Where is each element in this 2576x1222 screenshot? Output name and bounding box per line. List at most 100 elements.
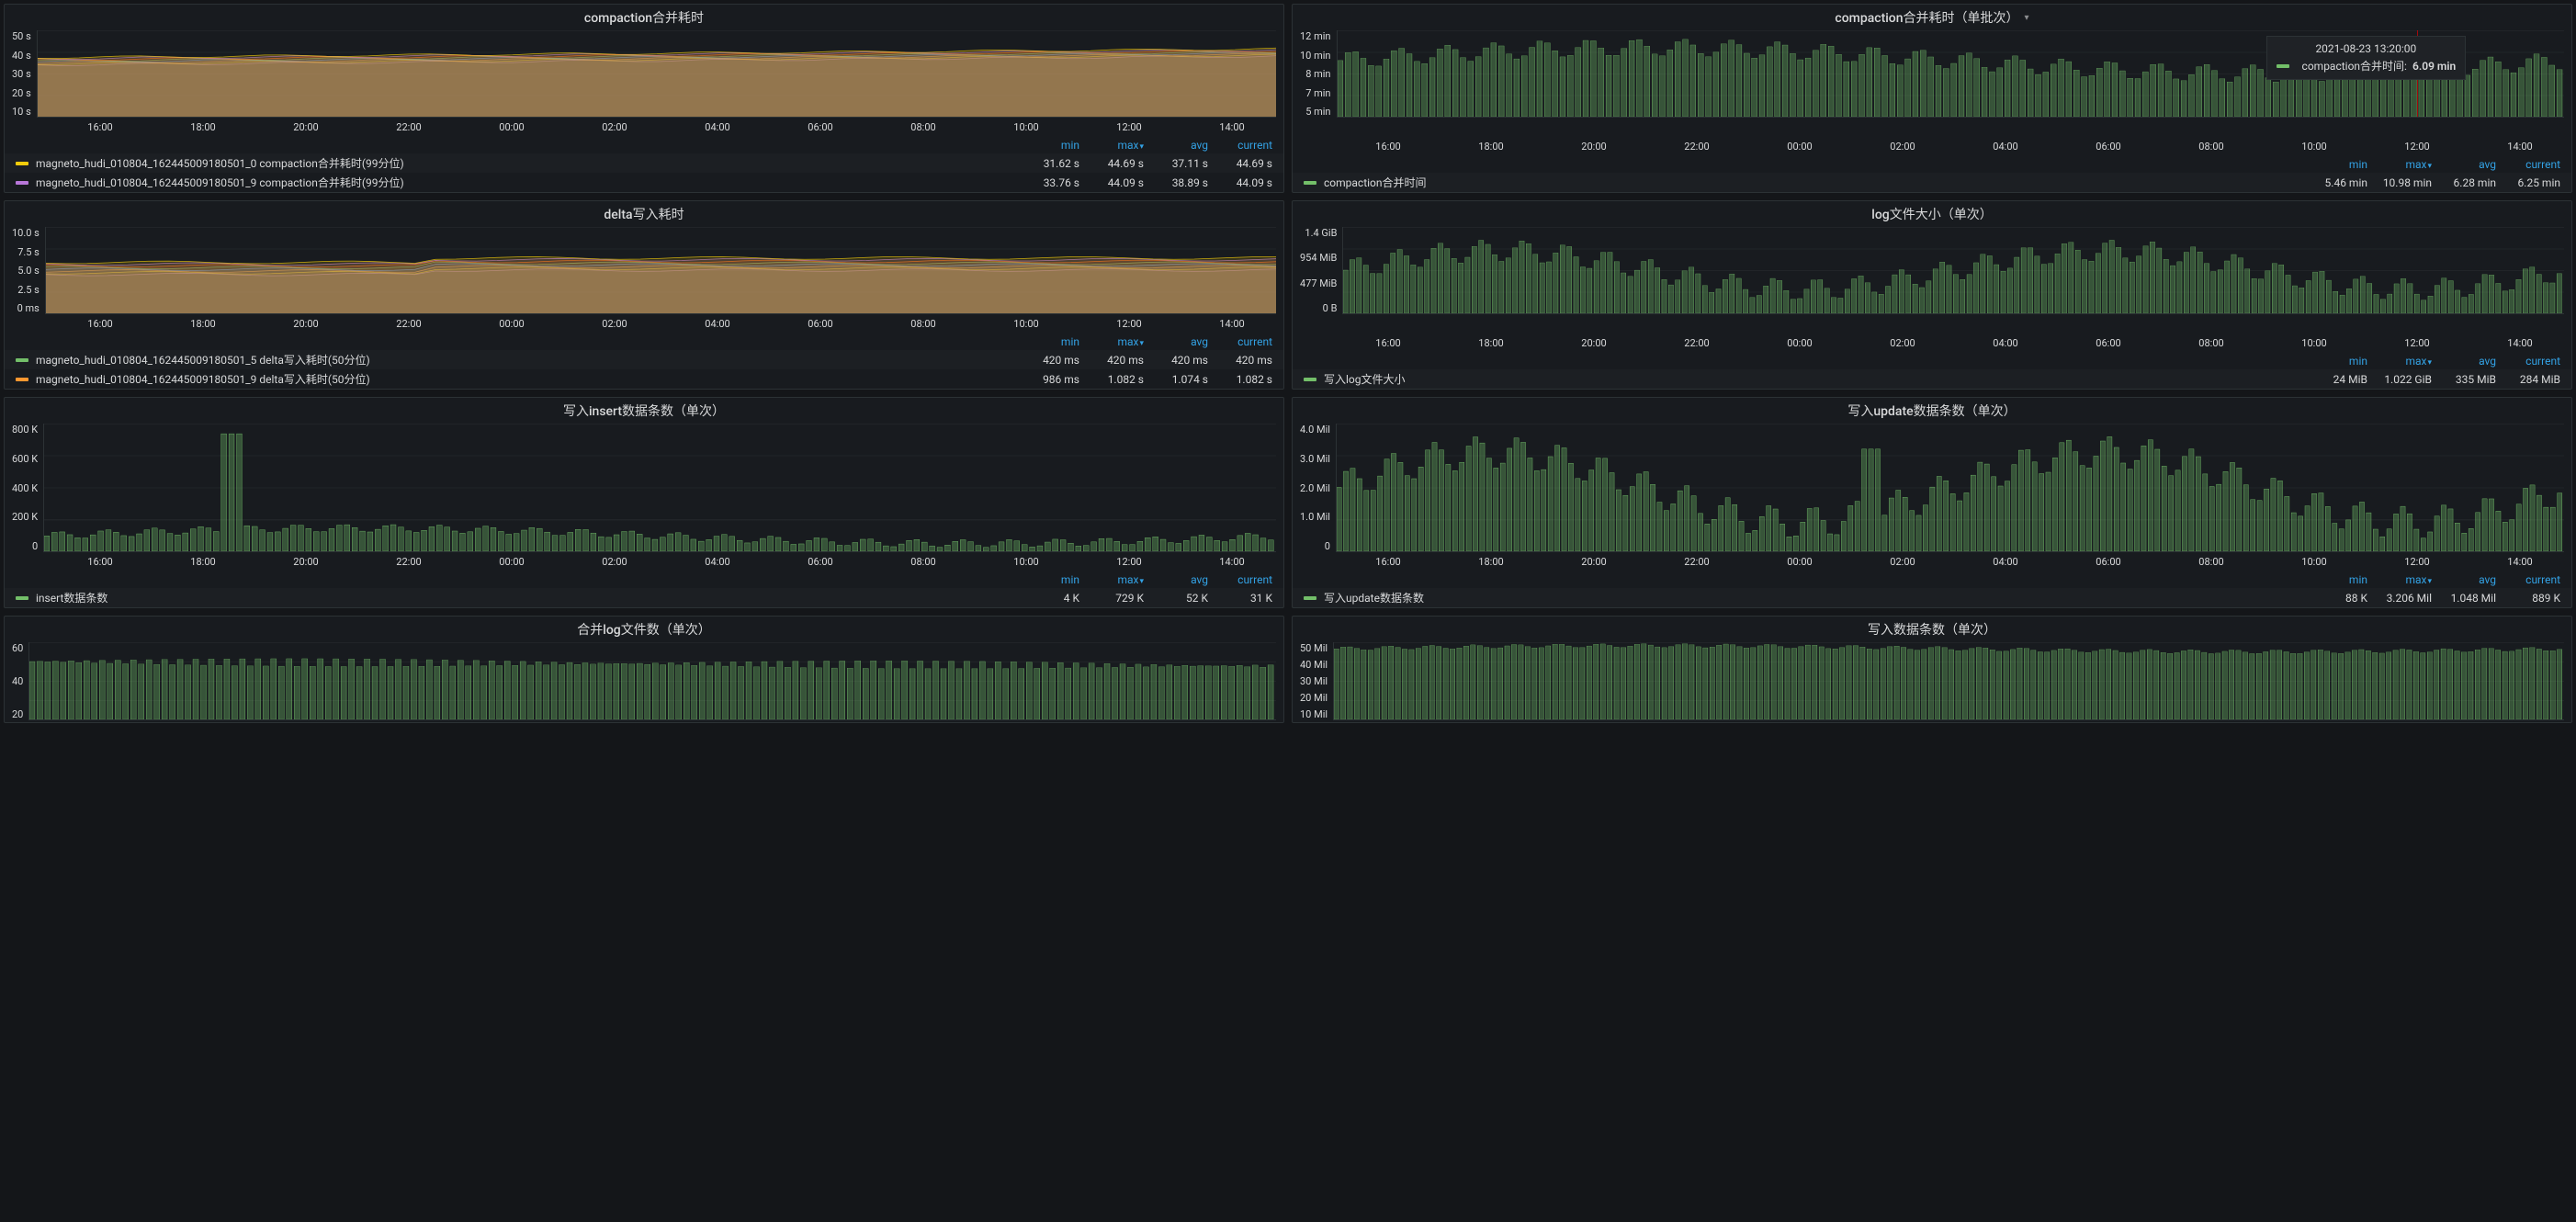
legend-col-min[interactable]: min [2303,158,2367,171]
legend-row[interactable]: insert数据条数4 K729 K52 K31 K [5,588,1283,607]
y-tick: 8 min [1305,68,1330,80]
legend-col-max[interactable]: max [2367,573,2432,586]
x-tick: 18:00 [1440,556,1542,568]
legend-row[interactable]: 写入log文件大小24 MiB1.022 GiB335 MiB284 MiB [1293,369,2571,389]
plot[interactable] [37,30,1276,118]
panel-title[interactable]: delta写入耗时 [5,201,1283,227]
x-tick: 14:00 [2469,141,2571,153]
chart-area: 1.4 GiB954 MiB477 MiB0 B [1293,227,2571,335]
legend-col-current[interactable]: current [2496,573,2560,586]
legend-col-current[interactable]: current [1208,335,1272,348]
legend-col-avg[interactable]: avg [2432,573,2496,586]
legend-col-avg[interactable]: avg [1144,139,1208,152]
legend-col-current[interactable]: current [2496,355,2560,368]
legend-row[interactable]: magneto_hudi_010804_162445009180501_5 de… [5,350,1283,369]
legend-col-current[interactable]: current [1208,139,1272,152]
panel-title[interactable]: log文件大小（单次） [1293,201,2571,227]
chart-area: 12 min10 min8 min7 min5 min2021-08-23 13… [1293,30,2571,139]
panel-title[interactable]: 写入insert数据条数（单次） [5,398,1283,424]
x-tick: 00:00 [1748,337,1851,349]
x-tick: 20:00 [254,556,357,568]
plot[interactable] [43,424,1276,552]
x-tick: 22:00 [357,318,460,330]
plot[interactable]: 2021-08-23 13:20:00compaction合并时间:6.09 m… [1337,30,2565,118]
legend-col-avg[interactable]: avg [2432,158,2496,171]
panel-title[interactable]: 写入update数据条数（单次） [1293,398,2571,424]
x-tick: 16:00 [1337,337,1440,349]
plot[interactable] [1342,227,2564,314]
series-current: 1.082 s [1208,373,1272,386]
x-tick: 10:00 [975,318,1078,330]
legend-col-max[interactable]: max [1079,573,1144,586]
panel-title[interactable]: compaction合并耗时 [5,5,1283,30]
legend-col-min[interactable]: min [2303,355,2367,368]
x-tick: 12:00 [1078,121,1181,133]
series-current: 284 MiB [2496,373,2560,386]
y-tick: 40 [12,675,23,687]
y-tick: 0 B [1323,302,1338,314]
series-max: 729 K [1079,592,1144,605]
legend-col-min[interactable]: min [1015,573,1079,586]
plot[interactable] [45,227,1276,314]
legend-row[interactable]: magneto_hudi_010804_162445009180501_0 co… [5,153,1283,173]
x-tick: 00:00 [460,556,563,568]
series-avg: 1.048 Mil [2432,592,2496,605]
plot[interactable] [28,642,1276,720]
chart-area: 800 K600 K400 K200 K0 [5,424,1283,554]
x-tick: 12:00 [1078,556,1181,568]
series-current: 44.69 s [1208,157,1272,170]
x-tick: 18:00 [152,556,254,568]
legend-col-min[interactable]: min [1015,139,1079,152]
y-axis: 4.0 Mil3.0 Mil2.0 Mil1.0 Mil0 [1300,424,1336,552]
legend-col-avg[interactable]: avg [1144,335,1208,348]
chevron-down-icon[interactable]: ▾ [2025,13,2029,23]
x-tick: 22:00 [357,121,460,133]
legend-row[interactable]: compaction合并时间5.46 min10.98 min6.28 min6… [1293,173,2571,192]
x-tick: 22:00 [357,556,460,568]
plot[interactable] [1333,642,2564,720]
panel-title[interactable]: 合并log文件数（单次） [5,617,1283,642]
series-swatch [16,378,28,381]
series-max: 44.69 s [1079,157,1144,170]
chart-area: 4.0 Mil3.0 Mil2.0 Mil1.0 Mil0 [1293,424,2571,554]
x-tick: 06:00 [769,121,872,133]
x-tick: 04:00 [666,556,769,568]
y-tick: 20 s [12,87,31,99]
y-tick: 20 Mil [1300,692,1328,704]
series-min: 24 MiB [2303,373,2367,386]
series-max: 3.206 Mil [2367,592,2432,605]
legend-col-min[interactable]: min [1015,335,1079,348]
legend-col-avg[interactable]: avg [2432,355,2496,368]
panel-title[interactable]: 写入数据条数（单次） [1293,617,2571,642]
legend-col-current[interactable]: current [1208,573,1272,586]
legend-col-max[interactable]: max [1079,335,1144,348]
series-max: 1.022 GiB [2367,373,2432,386]
legend-row[interactable]: 写入update数据条数88 K3.206 Mil1.048 Mil889 K [1293,588,2571,607]
series-label: magneto_hudi_010804_162445009180501_9 co… [36,175,1015,190]
panel-p8: 写入数据条数（单次）50 Mil40 Mil30 Mil20 Mil10 Mil [1292,616,2572,723]
legend-col-max[interactable]: max [2367,158,2432,171]
legend-col-max[interactable]: max [1079,139,1144,152]
series-label: magneto_hudi_010804_162445009180501_9 de… [36,371,1015,387]
series-avg: 420 ms [1144,354,1208,367]
series-max: 10.98 min [2367,176,2432,189]
y-tick: 40 Mil [1300,659,1328,671]
plot[interactable] [1336,424,2564,552]
series-swatch [16,596,28,600]
x-tick: 00:00 [1748,556,1851,568]
x-tick: 10:00 [2263,556,2366,568]
legend-row[interactable]: magneto_hudi_010804_162445009180501_9 de… [5,369,1283,389]
x-axis: 16:0018:0020:0022:0000:0002:0004:0006:00… [1337,335,2571,353]
panel-title[interactable]: compaction合并耗时（单批次）▾ [1293,5,2571,30]
series-avg: 335 MiB [2432,373,2496,386]
x-tick: 10:00 [2263,141,2366,153]
y-tick: 30 Mil [1300,675,1328,687]
legend-col-current[interactable]: current [2496,158,2560,171]
legend-col-max[interactable]: max [2367,355,2432,368]
legend-row[interactable]: magneto_hudi_010804_162445009180501_9 co… [5,173,1283,192]
x-tick: 12:00 [2366,556,2469,568]
legend-col-avg[interactable]: avg [1144,573,1208,586]
legend-col-min[interactable]: min [2303,573,2367,586]
x-tick: 16:00 [49,556,152,568]
x-tick: 02:00 [563,318,666,330]
